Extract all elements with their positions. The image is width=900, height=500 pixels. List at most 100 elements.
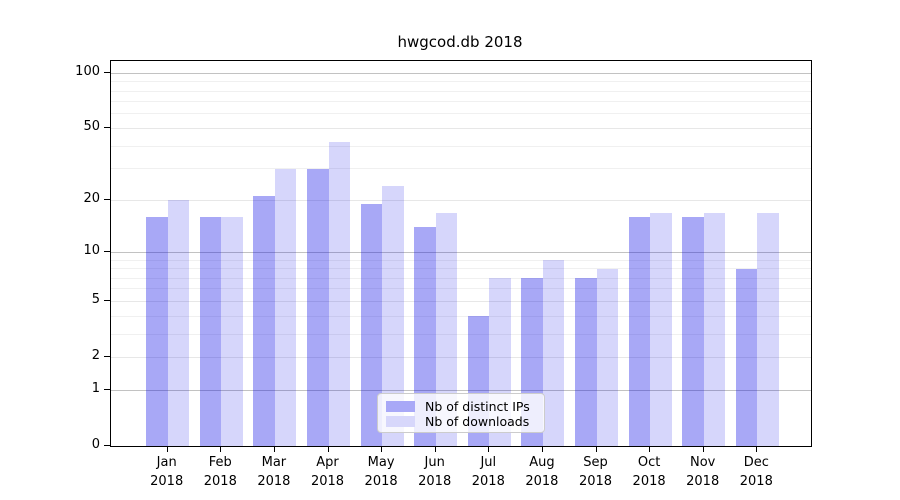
x-label-year: 2018 — [418, 474, 452, 489]
x-tick-feb — [220, 446, 222, 452]
legend-label-distinct-ips: Nb of distinct IPs — [425, 399, 530, 414]
x-tick-label-jul: Jul 2018 — [448, 453, 528, 491]
x-tick-label-may: May 2018 — [341, 453, 421, 491]
legend-label-downloads: Nb of downloads — [425, 414, 530, 429]
x-label-month: Sep — [583, 455, 608, 470]
x-label-month: Jan — [156, 455, 177, 470]
x-label-month: Jun — [424, 455, 445, 470]
bar-distinct-ips-mar — [253, 196, 275, 446]
gridline-y-20 — [111, 199, 811, 201]
bar-downloads-oct — [650, 212, 672, 446]
y-tick-label-0: 0 — [91, 437, 100, 452]
y-tick-0 — [104, 445, 110, 446]
gridline-y-60 — [111, 113, 811, 115]
x-label-month: Aug — [529, 455, 555, 470]
x-label-year: 2018 — [632, 474, 666, 489]
gridline-y-9 — [111, 259, 811, 261]
x-label-year: 2018 — [203, 474, 237, 489]
y-tick-label-10: 10 — [83, 243, 100, 259]
gridline-y-80 — [111, 90, 811, 92]
x-tick-aug — [541, 446, 543, 452]
chart-title: hwgcod.db 2018 — [397, 33, 523, 51]
x-label-month: May — [367, 455, 395, 470]
bar-distinct-ips-sep — [575, 278, 597, 446]
gridline-y-40 — [111, 145, 811, 147]
y-tick-label-5: 5 — [91, 292, 100, 308]
x-label-month: Dec — [743, 455, 769, 470]
bar-downloads-jun — [435, 212, 458, 446]
x-label-year: 2018 — [739, 474, 773, 489]
x-tick-mar — [273, 446, 275, 452]
bar-downloads-mar — [274, 168, 297, 446]
gridline-y-50 — [111, 127, 811, 129]
y-tick-label-1: 1 — [91, 381, 100, 396]
x-tick-nov — [702, 446, 704, 452]
x-label-month: Mar — [261, 455, 287, 470]
x-tick-label-jun: Jun 2018 — [395, 453, 475, 491]
bar-downloads-jan — [167, 200, 190, 446]
x-label-year: 2018 — [525, 474, 559, 489]
bar-distinct-ips-jan — [146, 217, 168, 446]
x-label-year: 2018 — [471, 474, 505, 489]
y-tick-100 — [104, 72, 110, 74]
x-tick-may — [381, 446, 383, 452]
x-tick-oct — [649, 446, 651, 452]
gridline-y-90 — [111, 81, 811, 83]
x-tick-sep — [595, 446, 597, 452]
gridline-y-2 — [111, 356, 811, 358]
x-tick-label-jan: Jan 2018 — [127, 453, 207, 491]
x-label-month: Feb — [208, 455, 232, 470]
plot-area — [110, 60, 812, 447]
x-label-month: Apr — [316, 455, 339, 470]
y-tick-label-100: 100 — [75, 64, 100, 80]
x-tick-label-mar: Mar 2018 — [234, 453, 314, 491]
bar-distinct-ips-dec — [735, 268, 758, 446]
x-tick-jan — [166, 446, 168, 452]
x-label-month: Nov — [690, 455, 716, 470]
x-tick-apr — [327, 446, 329, 452]
legend-swatch-downloads — [386, 416, 415, 427]
bar-distinct-ips-apr — [307, 168, 329, 446]
x-tick-label-sep: Sep 2018 — [556, 453, 636, 491]
gridline-y-3 — [111, 333, 811, 335]
gridline-y-5 — [111, 300, 811, 302]
x-tick-dec — [756, 446, 758, 452]
y-tick-20 — [104, 199, 110, 201]
bar-downloads-may — [382, 186, 404, 446]
x-label-month: Oct — [637, 455, 661, 470]
bar-downloads-feb — [221, 217, 243, 446]
legend-item-distinct-ips: Nb of distinct IPs — [386, 399, 536, 414]
x-label-year: 2018 — [686, 474, 720, 489]
bar-downloads-aug — [542, 260, 565, 446]
gridline-y-70 — [111, 101, 811, 103]
y-tick-label-2: 2 — [91, 348, 100, 364]
gridline-y-1 — [111, 389, 811, 391]
gridline-y-10 — [111, 251, 811, 253]
bar-downloads-nov — [703, 212, 726, 446]
x-tick-label-dec: Dec 2018 — [716, 453, 796, 491]
gridline-y-7 — [111, 277, 811, 279]
legend-swatch-distinct-ips — [386, 401, 415, 412]
bar-distinct-ips-feb — [199, 217, 222, 446]
gridline-y-100 — [111, 72, 811, 74]
x-label-year: 2018 — [257, 474, 291, 489]
x-tick-label-oct: Oct 2018 — [609, 453, 689, 491]
bar-downloads-apr — [328, 142, 350, 446]
bar-distinct-ips-oct — [628, 217, 651, 446]
y-tick-50 — [104, 127, 110, 129]
y-tick-label-20: 20 — [83, 191, 100, 207]
y-tick-1 — [104, 389, 110, 390]
x-tick-jun — [434, 446, 436, 452]
x-label-year: 2018 — [150, 474, 184, 489]
gridline-y-4 — [111, 315, 811, 317]
bar-downloads-sep — [596, 268, 618, 446]
gridline-y-8 — [111, 268, 811, 270]
bar-distinct-ips-may — [360, 204, 383, 446]
x-tick-label-nov: Nov 2018 — [663, 453, 743, 491]
x-tick-label-aug: Aug 2018 — [502, 453, 582, 491]
y-tick-5 — [104, 300, 110, 302]
legend-item-downloads: Nb of downloads — [386, 414, 536, 429]
x-tick-label-apr: Apr 2018 — [288, 453, 368, 491]
x-label-month: Jul — [480, 455, 497, 470]
